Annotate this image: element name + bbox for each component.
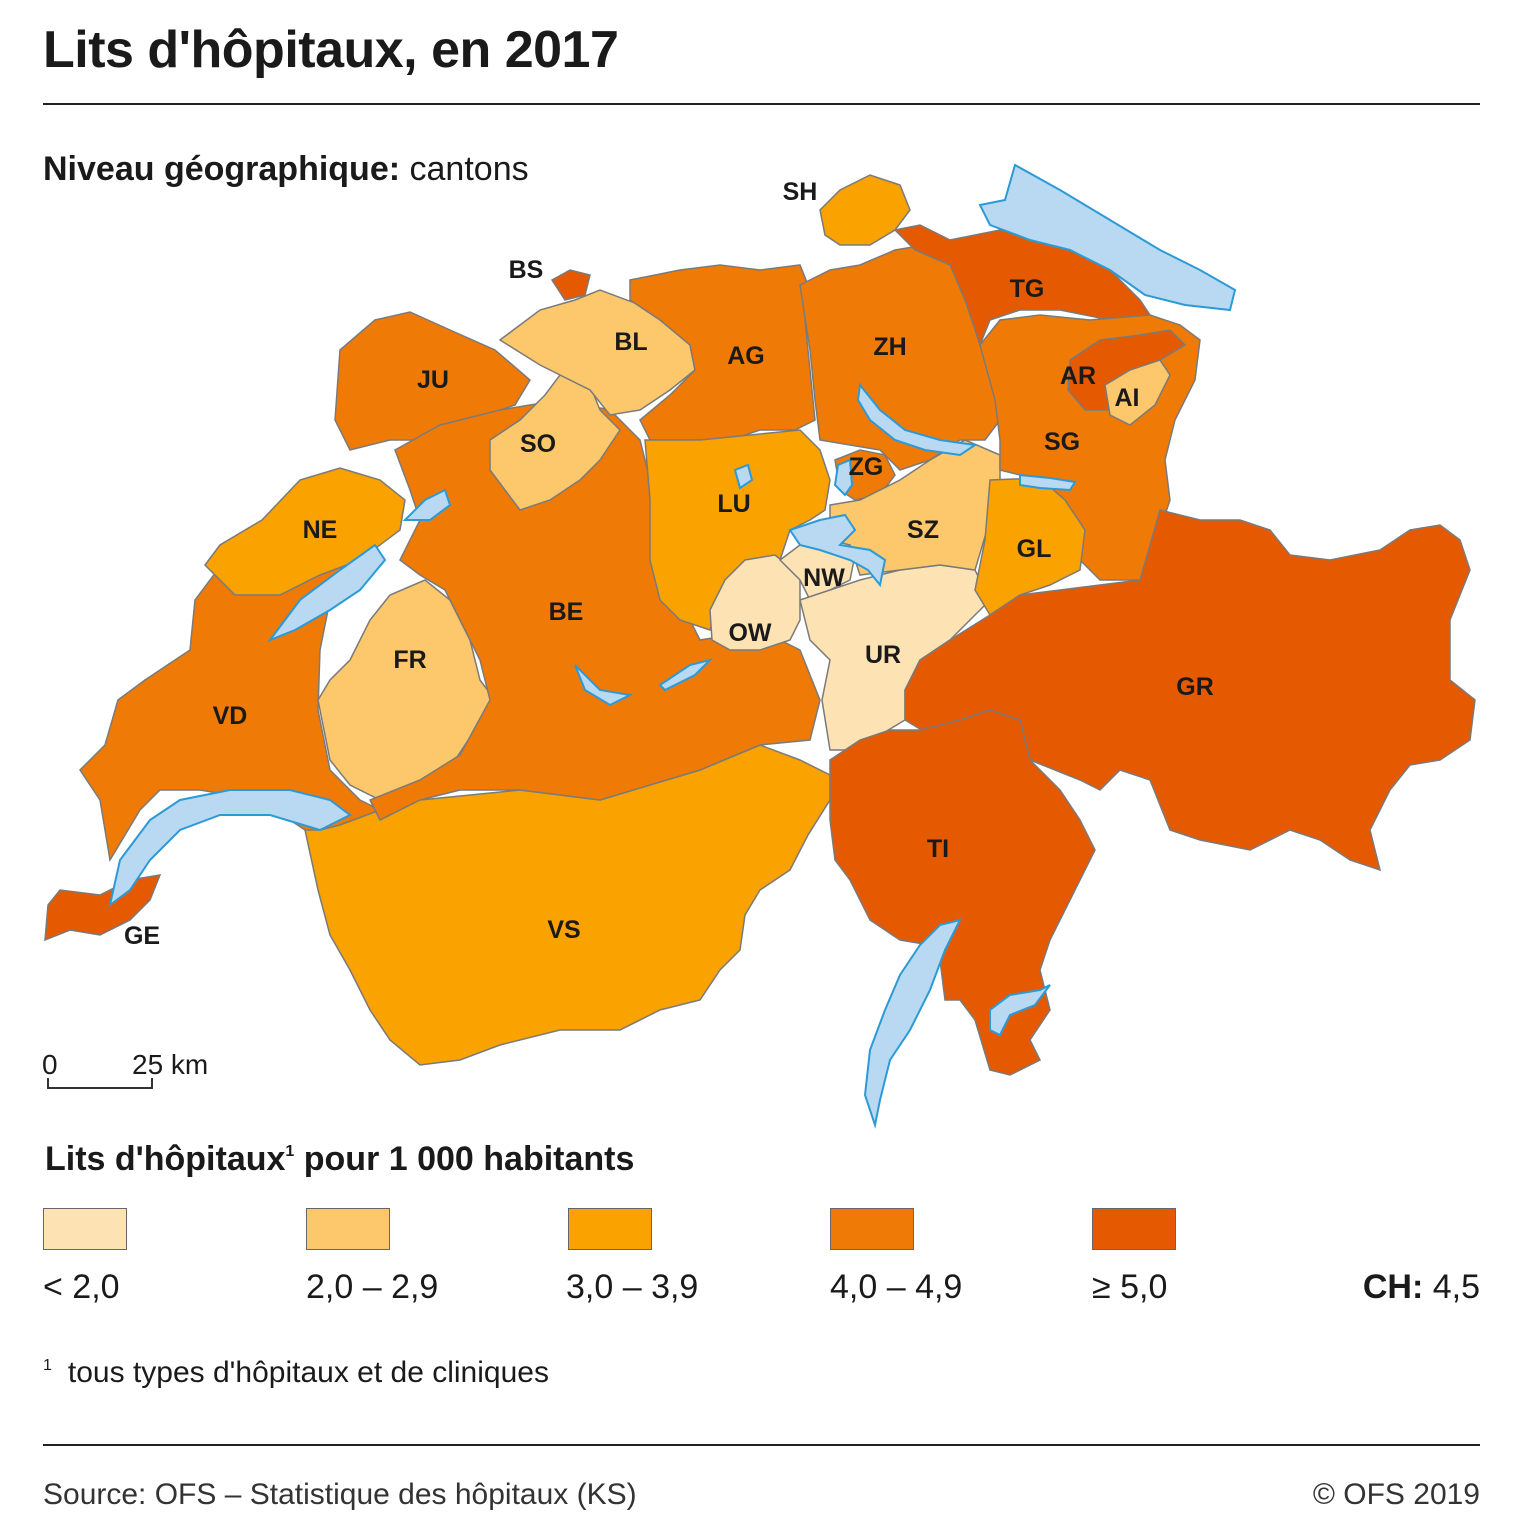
legend-title: Lits d'hôpitaux1 pour 1 000 habitants	[45, 1140, 634, 1179]
geographic-level-label: Niveau géographique:	[43, 150, 401, 188]
canton-GR	[904, 509, 1476, 872]
canton-label-TI: TI	[927, 835, 949, 863]
legend-title-unit: pour 1 000 habitants	[294, 1140, 635, 1178]
lake-walensee	[1019, 473, 1077, 492]
lake-lucerne	[788, 513, 887, 588]
canton-AI	[1104, 359, 1171, 426]
legend-label-class5: ≥ 5,0	[1092, 1268, 1168, 1306]
canton-label-FR: FR	[393, 646, 426, 674]
canton-label-SH: SH	[783, 178, 818, 206]
canton-label-LU: LU	[717, 490, 750, 518]
lake-sempach	[733, 463, 754, 490]
national-average-label: CH:	[1362, 1268, 1424, 1306]
lake-neuchatel	[267, 543, 387, 643]
national-average: CH: 4,5	[1363, 1268, 1480, 1307]
lake-zurich	[856, 382, 978, 457]
legend-swatch-class3	[568, 1208, 652, 1250]
switzerland-map: GE VD NE JU FR BE SO BS BL AG LU OW NW UR ZG SZ ZH SH TG AR…	[42, 163, 1476, 1129]
canton-label-AR: AR	[1060, 362, 1096, 390]
legend-swatch-class1	[43, 1208, 127, 1250]
canton-TI	[829, 709, 1096, 1076]
copyright: © OFS 2019	[1312, 1478, 1480, 1511]
legend-title-main: Lits d'hôpitaux	[45, 1140, 286, 1178]
legend-label-class4: 4,0 – 4,9	[830, 1268, 963, 1306]
legend-label-class2: 2,0 – 2,9	[306, 1268, 439, 1306]
canton-GL	[974, 477, 1086, 617]
lake-constance	[978, 163, 1237, 312]
canton-label-AG: AG	[727, 342, 765, 370]
lake-maggiore	[863, 918, 962, 1129]
canton-label-GR: GR	[1176, 673, 1214, 701]
canton-NE	[204, 467, 406, 596]
footnote-marker: 1	[43, 1357, 52, 1374]
lake-lugano	[989, 984, 1051, 1037]
scale-distance-label: 25 km	[132, 1049, 208, 1080]
canton-label-SZ: SZ	[907, 516, 939, 544]
canton-ZH	[799, 244, 1001, 471]
lake-thun-brienz	[574, 658, 714, 707]
canton-label-BE: BE	[549, 598, 584, 626]
canton-GE	[44, 874, 162, 942]
scale-bar-line	[47, 1078, 153, 1089]
legend-label-class3: 3,0 – 3,9	[566, 1268, 699, 1306]
canton-label-NW: NW	[803, 564, 845, 592]
canton-SO	[489, 374, 621, 511]
canton-label-SO: SO	[520, 430, 556, 458]
legend-swatch-class5	[1092, 1208, 1176, 1250]
lake-zug	[833, 458, 854, 497]
canton-label-AI: AI	[1115, 384, 1140, 412]
legend-swatch-class2	[306, 1208, 390, 1250]
canton-SH	[819, 174, 911, 246]
canton-label-ZG: ZG	[849, 453, 884, 481]
canton-label-ZH: ZH	[873, 333, 906, 361]
canton-FR	[317, 579, 496, 801]
geographic-level-value: cantons	[409, 150, 529, 188]
legend-label-class1: < 2,0	[43, 1268, 120, 1306]
canton-label-GE: GE	[124, 922, 160, 950]
canton-labels: GE VD NE JU FR BE SO BS BL AG LU OW NW UR ZG SZ ZH SH TG AR…	[124, 178, 1214, 950]
scale-zero-label: 0	[42, 1049, 58, 1080]
canton-label-SG: SG	[1044, 428, 1080, 456]
legend-swatch-class4	[830, 1208, 914, 1250]
canton-label-TG: TG	[1010, 275, 1045, 303]
map-title: Lits d'hôpitaux, en 2017	[43, 21, 619, 79]
canton-label-VD: VD	[213, 702, 248, 730]
canton-label-UR: UR	[865, 641, 901, 669]
geographic-level: Niveau géographique: cantons	[43, 150, 529, 189]
canton-label-OW: OW	[728, 619, 771, 647]
footnote-text: tous types d'hôpitaux et de cliniques	[67, 1356, 549, 1389]
footnote: 1 tous types d'hôpitaux et de cliniques	[43, 1356, 549, 1390]
canton-BE	[368, 399, 821, 822]
canton-label-GL: GL	[1017, 535, 1052, 563]
scale-bar: 0 25 km	[42, 1049, 208, 1089]
canton-label-JU: JU	[417, 366, 449, 394]
canton-label-BS: BS	[509, 256, 544, 284]
canton-OW	[709, 554, 801, 651]
national-average-value: 4,5	[1432, 1268, 1480, 1306]
canton-AG	[629, 264, 816, 441]
top-divider	[43, 103, 1480, 105]
canton-BS	[550, 269, 591, 301]
canton-label-NE: NE	[303, 516, 338, 544]
lake-biel	[402, 488, 452, 521]
lake-geneva	[108, 789, 352, 908]
source-note: Source: OFS – Statistique des hôpitaux (…	[43, 1478, 637, 1511]
legend-footnote-marker: 1	[285, 1143, 295, 1160]
canton-label-VS: VS	[547, 916, 580, 944]
bottom-divider	[43, 1444, 1480, 1446]
canton-label-BL: BL	[614, 328, 647, 356]
